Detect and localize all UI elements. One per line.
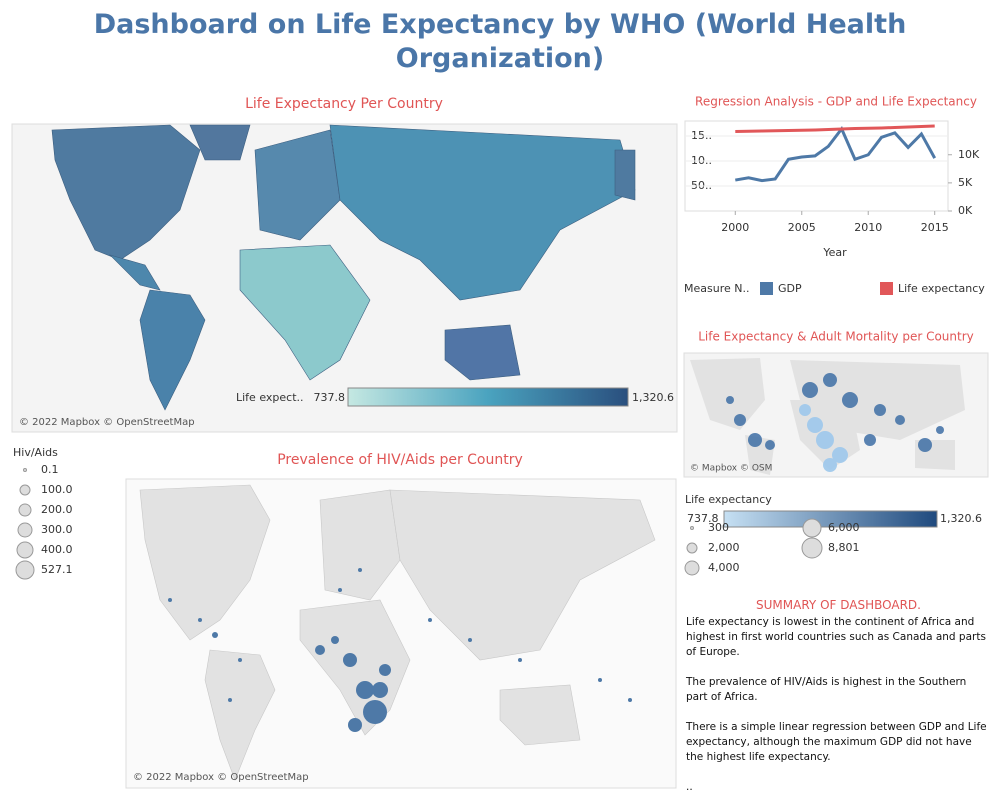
- size-legend-mark: [684, 560, 700, 576]
- map-land: [139, 484, 656, 781]
- size-legend-label: 2,000: [708, 541, 740, 554]
- summary: SUMMARY OF DASHBOARD. Life expectancy is…: [686, 598, 991, 810]
- summary-title: SUMMARY OF DASHBOARD.: [756, 598, 921, 612]
- size-legend-mark: [23, 468, 27, 472]
- size-legend-label: 6,000: [828, 521, 860, 534]
- color-legend: [347, 387, 629, 407]
- size-legend-label: 400.0: [41, 543, 73, 556]
- size-legend-mark: [802, 518, 822, 538]
- summary-text: Life expectancy is lowest in the contine…: [686, 616, 986, 658]
- legend-swatch: [880, 282, 893, 295]
- size-legend-label: 0.1: [41, 463, 59, 476]
- map-bubbles: [799, 404, 848, 472]
- legend-min: 737.8: [687, 512, 719, 525]
- map-credit: © Mapbox © OSM: [690, 464, 772, 474]
- x-tick-label: 2010: [854, 221, 882, 234]
- legend-min: 737.8: [314, 391, 346, 404]
- x-tick-label: 2015: [921, 221, 949, 234]
- map-title: Prevalence of HIV/Aids per Country: [277, 452, 523, 468]
- map-title: Life Expectancy Per Country: [245, 96, 443, 112]
- y2-tick-label: 5K: [958, 176, 973, 189]
- series-line: [735, 125, 937, 183]
- legend-label: GDP: [778, 282, 802, 295]
- map-bubbles: [168, 568, 632, 732]
- legend-max: 1,320.6: [940, 512, 982, 525]
- series-line: [735, 124, 935, 133]
- legend-max: 1,320.6: [632, 391, 674, 404]
- map-credit: © 2022 Mapbox © OpenStreetMap: [19, 417, 195, 428]
- legend-title: Measure N..: [684, 282, 749, 295]
- legend-title: Hiv/Aids: [13, 446, 58, 459]
- x-tick-label: 2000: [721, 221, 749, 234]
- y2-tick-label: 0K: [958, 204, 973, 217]
- legend-swatch: [760, 282, 773, 295]
- map-bubbles: [726, 373, 944, 452]
- size-legend-label: 200.0: [41, 503, 73, 516]
- legend-label: Life expectancy: [685, 493, 772, 506]
- color-legend: [723, 510, 938, 528]
- y2-tick-label: 10K: [958, 148, 980, 161]
- size-legend-label: 8,801: [828, 541, 860, 554]
- summary-text: ..: [686, 781, 693, 793]
- size-legend-mark: [686, 542, 698, 554]
- size-legend-label: 527.1: [41, 563, 73, 576]
- size-legend-mark: [17, 522, 33, 538]
- summary-text: The prevalence of HIV/Aids is highest in…: [686, 676, 967, 703]
- size-legend-mark: [15, 560, 35, 580]
- dashboard-title: Dashboard on Life Expectancy by WHO (Wor…: [93, 9, 907, 74]
- map-land: [51, 124, 636, 411]
- size-legend-label: 100.0: [41, 483, 73, 496]
- map-credit: © 2022 Mapbox © OpenStreetMap: [133, 772, 309, 783]
- size-legend-mark: [801, 537, 823, 559]
- size-legend-mark: [18, 503, 32, 517]
- size-legend-label: 300.0: [41, 523, 73, 536]
- x-axis-title: Year: [822, 246, 847, 259]
- legend-label: Life expect..: [236, 391, 304, 404]
- size-legend-mark: [690, 526, 694, 530]
- map-title: Life Expectancy & Adult Mortality per Co…: [698, 330, 974, 344]
- plot-frame: [684, 120, 949, 212]
- size-legend-mark: [19, 484, 31, 496]
- size-legend-mark: [16, 541, 34, 559]
- x-tick-label: 2005: [788, 221, 816, 234]
- summary-text: There is a simple linear regression betw…: [686, 721, 987, 763]
- legend-label: Life expectancy: [898, 282, 985, 295]
- chart-title: Regression Analysis - GDP and Life Expec…: [695, 95, 977, 109]
- size-legend-label: 4,000: [708, 561, 740, 574]
- size-legend-label: 300: [708, 521, 729, 534]
